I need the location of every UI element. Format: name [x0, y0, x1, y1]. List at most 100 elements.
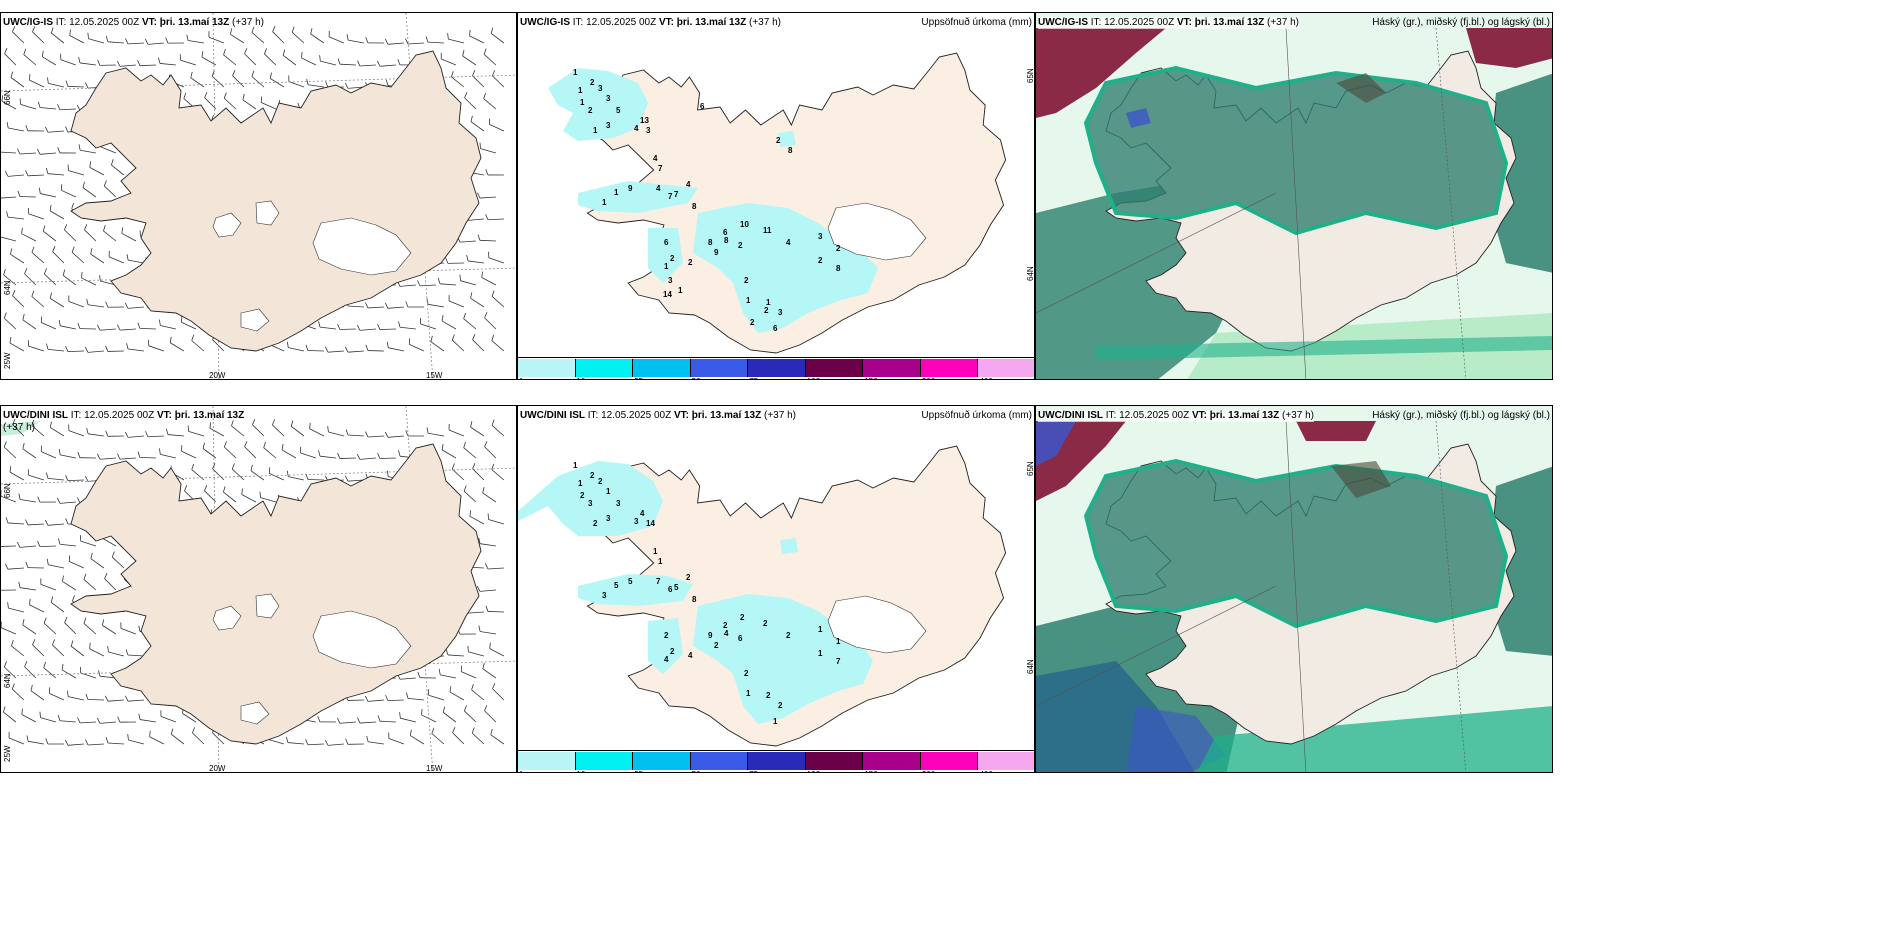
wind-barb-feather [232, 70, 236, 76]
wind-barb-feather [65, 126, 69, 133]
wind-barb [230, 33, 245, 44]
legend-label: 25 [634, 770, 643, 772]
wind-barb [69, 35, 85, 44]
wind-barb [139, 327, 156, 330]
wind-barb-feather [231, 420, 234, 427]
wind-barb-feather [470, 292, 473, 299]
wind-barb [140, 719, 156, 723]
precip-value-label: 5 [674, 583, 679, 592]
wind-barb-feather [417, 671, 421, 678]
precip-value-label: 3 [668, 276, 673, 285]
wind-barb [191, 469, 205, 481]
wind-barb-feather [459, 274, 461, 281]
wind-barb [440, 674, 456, 679]
legend-label: 10 [577, 377, 586, 379]
wind-barb [202, 448, 217, 459]
precip-value-label: 4 [634, 124, 639, 133]
wind-barb [47, 173, 64, 176]
wind-barb-feather [121, 227, 124, 234]
precip-value-label: 3 [606, 121, 611, 130]
wind-barb [3, 446, 17, 459]
wind-barb-feather [83, 617, 87, 624]
graticule [1285, 420, 1307, 772]
wind-barb [328, 431, 345, 437]
wind-barb [467, 260, 484, 264]
wind-barb-feather [58, 448, 61, 455]
wind-barb [472, 468, 485, 481]
wind-barb-feather [244, 441, 248, 447]
wind-barb [88, 304, 104, 308]
precip-value-label: 1 [573, 461, 578, 470]
wind-barb [288, 81, 305, 88]
precip-value-label: 1 [653, 547, 658, 556]
wind-barb [309, 428, 325, 437]
wind-barb-feather [291, 26, 295, 33]
wind-barb [7, 567, 24, 570]
wind-barb [359, 457, 376, 460]
wind-barb [464, 710, 477, 723]
wind-barb-feather [77, 322, 81, 329]
cloud-map-header: UWC/DINI ISL IT: 12.05.2025 00Z VT: þri.… [1038, 410, 1314, 422]
precip-map-panel-bottom: UWC/DINI ISL IT: 12.05.2025 00Z VT: þri.… [517, 405, 1035, 773]
wind-barb [99, 675, 116, 679]
wind-barb [167, 434, 184, 437]
wind-barb-feather [103, 180, 107, 187]
legend-swatch [863, 359, 921, 377]
wind-barb [223, 97, 237, 110]
wind-barb-feather [65, 518, 69, 525]
wind-barb [83, 579, 97, 591]
wind-barb [89, 648, 105, 657]
wind-barb-feather [3, 441, 7, 448]
wind-barb [11, 645, 25, 657]
lon-label: 15W [426, 764, 443, 773]
wind-barb [20, 587, 36, 591]
wind-barb-feather [491, 334, 495, 341]
wind-barb-feather [138, 713, 141, 720]
wind-barb-feather [469, 510, 472, 517]
precip-value-label: 3 [778, 308, 783, 317]
precip-value-label: 10 [740, 220, 749, 229]
wind-barb [288, 347, 304, 352]
wind-barb [80, 149, 96, 154]
wind-barb-feather [89, 161, 91, 168]
wind-barb-feather [223, 49, 226, 55]
wind-barb-feather [96, 717, 101, 724]
wind-barb [232, 75, 245, 88]
wind-barb-feather [211, 70, 215, 77]
wind-barb [1, 627, 17, 635]
wind-barb [263, 447, 277, 459]
precip-value-label: 1 [614, 188, 619, 197]
wind-barb-feather [86, 427, 89, 434]
wind-barb-feather [472, 70, 476, 76]
wind-barb-feather [137, 322, 141, 329]
wind-barb [339, 328, 356, 330]
wind-barb-feather [489, 642, 491, 649]
wind-barb [448, 300, 465, 308]
precip-value-label: 3 [598, 84, 603, 93]
wind-barb-feather [139, 230, 141, 237]
wind-barb [272, 424, 285, 437]
wind-barb-feather [3, 661, 7, 668]
cloud-cover-map [1036, 13, 1552, 379]
wind-barb-feather [44, 126, 49, 133]
wind-barb [440, 58, 457, 66]
wind-barb [181, 321, 197, 330]
wind-barb-feather [58, 538, 61, 545]
wind-barb [80, 672, 97, 679]
wind-barb [107, 742, 124, 745]
wind-barb-feather [127, 733, 129, 741]
wind-barb [483, 53, 497, 66]
wind-barb [492, 688, 505, 701]
wind-barb-feather [201, 51, 204, 58]
wind-barb [40, 717, 57, 723]
wind-barb [388, 347, 404, 352]
wind-barb [482, 668, 497, 679]
precip-value-label: 2 [598, 477, 603, 486]
wind-barb-feather [89, 642, 91, 649]
precip-value-label: 6 [668, 585, 673, 594]
graticule [1285, 27, 1307, 379]
wind-barb [39, 545, 56, 547]
legend-swatch [633, 752, 691, 770]
wind-barb-feather [32, 26, 36, 32]
